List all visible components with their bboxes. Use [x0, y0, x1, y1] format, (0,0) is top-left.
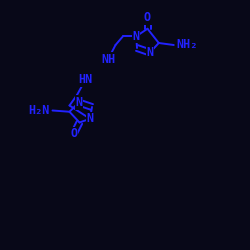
Text: NH₂: NH₂: [176, 38, 198, 52]
Text: HN: HN: [78, 73, 92, 86]
Text: O: O: [70, 127, 77, 140]
Text: O: O: [144, 11, 151, 24]
Text: NH: NH: [101, 53, 115, 66]
Text: N: N: [146, 46, 154, 59]
Text: N: N: [75, 96, 82, 109]
Text: H₂N: H₂N: [28, 104, 50, 117]
Text: N: N: [133, 30, 140, 43]
Text: N: N: [86, 112, 94, 125]
